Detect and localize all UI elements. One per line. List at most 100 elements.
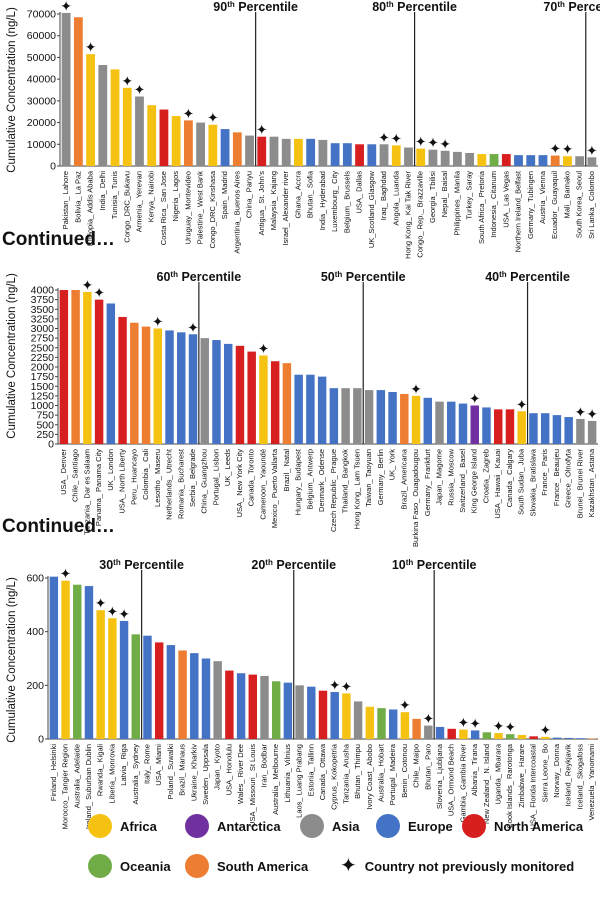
- y-tick-label: 400: [26, 626, 44, 638]
- bar-cook-islands-rarotonga: [506, 734, 515, 739]
- new-country-star-icon: ✦: [329, 678, 341, 694]
- bar-south-africa-pretoria: [477, 154, 487, 166]
- x-tick-label: Estonia_ Tallinn: [306, 744, 315, 796]
- bar-laos-luang-prabang: [295, 685, 304, 739]
- x-tick-label: Portugal_ Madeira: [388, 743, 397, 805]
- x-tick-label: Liberia_ Monrovia: [107, 743, 116, 803]
- x-tick-label: Wales_ River Dee: [236, 744, 245, 804]
- x-tick-label: Ghana_ Accra: [293, 170, 302, 218]
- y-tick-label: 2250: [31, 352, 55, 364]
- y-tick-label: 2750: [31, 333, 55, 345]
- x-tick-label: Canada_ Calgary: [505, 449, 514, 508]
- x-tick-label: Canada_ Ottawa: [318, 743, 327, 800]
- bar-king-george-island: [470, 405, 479, 444]
- y-tick-label: 4000: [31, 285, 55, 297]
- x-tick-label: Russia_ Moscow: [446, 448, 455, 505]
- new-country-star-icon: ✦: [493, 719, 505, 735]
- y-axis-label: Cumulative Concentration (ng/L): [6, 577, 18, 743]
- new-country-star-icon: ✦: [121, 74, 133, 90]
- bar-latvia-riga: [119, 620, 129, 739]
- bar-gambia-gambia-river: [459, 729, 468, 739]
- bar-brazil-manaus: [178, 650, 187, 739]
- x-tick-label: Bhutan_ Paro: [423, 744, 432, 790]
- bar-usa-las-vegas: [501, 154, 511, 166]
- new-country-star-icon: ✦: [187, 320, 199, 336]
- bar-czech-republic-prague: [329, 388, 339, 444]
- chart-3: Cumulative Concentration (ng/L) 0 200 400 60…: [6, 558, 598, 829]
- x-tick-label: Uganda_ Mbarara: [494, 743, 503, 804]
- bar-usa-hawaii-kauai: [493, 409, 503, 444]
- x-tick-label: Czech Republic_ Prague: [329, 449, 338, 532]
- bar-belgium-brussels: [342, 143, 352, 166]
- x-tick-label: China_ Guangzhou: [200, 449, 209, 514]
- x-tick-label: Angola_ Luanda: [391, 170, 400, 225]
- bar-georgia-tbilisi: [428, 149, 438, 166]
- x-tick-label: Georgia_ Tbilisi: [428, 171, 437, 223]
- x-tick-label: Turkey_ Saray: [465, 171, 474, 220]
- bar-uk-york: [388, 392, 397, 444]
- legend-label-north-america: North America: [494, 818, 584, 834]
- bar-nigeria-lagos: [171, 116, 181, 166]
- bar-usa-missouri-st-louis: [248, 674, 257, 739]
- x-tick-label: King George Island: [470, 449, 479, 513]
- bar-russia-moscow: [447, 401, 456, 444]
- bar-poland-suwalki: [166, 645, 176, 739]
- bar-palestine-west-bank: [196, 122, 206, 166]
- y-tick-label: 2500: [31, 342, 55, 354]
- y-tick-label: 3500: [31, 304, 55, 316]
- new-country-star-icon: ✦: [118, 607, 130, 623]
- percentile-label-40: 40th Percentile: [485, 270, 570, 285]
- bar-usa-north-liberty: [118, 316, 127, 444]
- new-country-star-icon: ✦: [415, 135, 427, 151]
- y-axis-label: Cumulative Concentration (ng/L): [6, 7, 18, 173]
- bar-thailand-bangkok: [341, 388, 350, 444]
- new-country-star-icon: ✦: [256, 123, 268, 139]
- bar-tunisia-tunis: [110, 69, 120, 166]
- x-tick-label: Denmark_ Odense: [317, 449, 326, 512]
- x-tick-label: Spain_ Madrid: [220, 171, 229, 219]
- percentile-label-30: 30th Percentile: [99, 558, 184, 573]
- bar-ukraine-kharkiv: [190, 653, 199, 739]
- south-america-swatch: [185, 854, 209, 878]
- x-tick-label: USA_ Miami: [154, 744, 163, 786]
- x-tick-label: Bhutan_ Sofia: [306, 170, 315, 218]
- x-tick-label: South Africa_ Pretoria: [477, 170, 486, 244]
- x-tick-label: Rwanda_ Kigali: [96, 744, 105, 796]
- bar-colombia-cali: [141, 326, 151, 444]
- x-tick-label: Thailand_ Bangkok: [341, 449, 350, 513]
- x-tick-label: Romania_ Bucharest: [176, 448, 185, 519]
- new-country-star-icon: ✦: [439, 137, 451, 153]
- bar-congo-drc-bukavu: [122, 87, 132, 166]
- x-tick-label: Malaysia_ Kajang: [269, 171, 278, 230]
- bar-australia-hobart: [377, 708, 386, 739]
- x-tick-label: Netherlands_ Utrecht: [165, 448, 174, 520]
- new-country-star-icon: ✦: [258, 341, 270, 357]
- y-tick-label: 3750: [31, 294, 55, 306]
- x-tick-label: Kenya_ Nairobi: [147, 171, 156, 223]
- x-tick-label: Iran_ Bodbar: [259, 744, 268, 788]
- x-tick-label: Iraq_ Baghdad: [379, 171, 388, 220]
- bar-luxembourg-city: [330, 143, 340, 166]
- x-tick-label: Sierra Leone_ Bo: [540, 744, 549, 802]
- x-tick-label: Australia_ Hobart: [377, 743, 386, 802]
- x-tick-label: Costa Rica_ San Jose: [159, 171, 168, 245]
- north-america-swatch: [462, 814, 486, 838]
- y-tick-label: 10000: [27, 139, 56, 151]
- x-tick-label: Panama_ Panama City: [94, 449, 103, 526]
- legend-label-south-america: South America: [217, 858, 309, 874]
- bar-pakistan-lahore: [61, 12, 71, 166]
- x-tick-label: UK_Scotland_Glasgow: [367, 170, 376, 248]
- y-tick-label: 40000: [27, 74, 56, 86]
- bar-finland-helsinki: [49, 576, 59, 739]
- bar-sierra-leone-bo: [541, 736, 550, 739]
- chart-2: Cumulative Concentration (ng/L) 025050075…: [6, 270, 598, 548]
- bar-new-zealand-n-island: [482, 732, 492, 739]
- bar-slovakia-bratislava: [529, 413, 538, 444]
- x-tick-label: France_ Beaujeu: [552, 449, 561, 506]
- x-tick-label: Nepal_ Baisal: [440, 171, 449, 218]
- x-tick-label: Hungary_ Budapest: [294, 448, 303, 515]
- x-tick-label: Zimbabwe_ Harare: [517, 744, 526, 808]
- x-tick-label: Tanzania_ Arusha: [341, 743, 350, 803]
- new-country-star-icon: ✦: [183, 106, 195, 122]
- x-tick-label: USA_ Las Vegas: [501, 171, 510, 228]
